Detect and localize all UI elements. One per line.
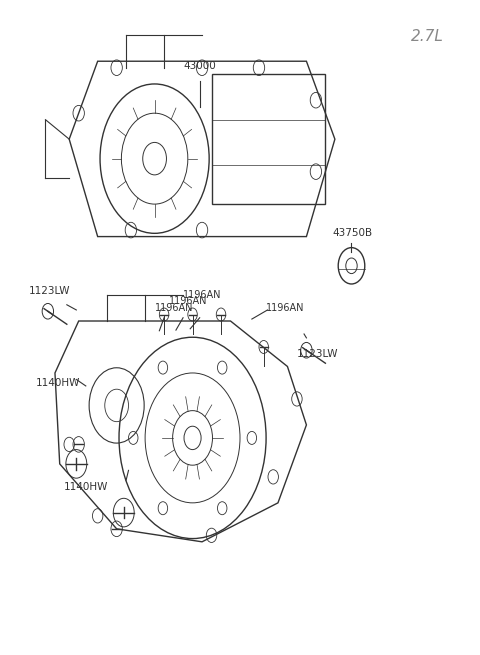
- Text: 1196AN: 1196AN: [155, 303, 193, 313]
- Text: 43000: 43000: [183, 61, 216, 71]
- Text: 1140HW: 1140HW: [64, 482, 108, 492]
- Text: 1196AN: 1196AN: [169, 296, 207, 306]
- Text: 2.7L: 2.7L: [411, 29, 444, 44]
- Text: 1196AN: 1196AN: [183, 290, 222, 299]
- Text: 1196AN: 1196AN: [266, 303, 305, 313]
- Text: 1140HW: 1140HW: [36, 378, 80, 388]
- Text: 43750B: 43750B: [333, 228, 372, 238]
- Text: 1123LW: 1123LW: [29, 286, 71, 296]
- Text: 1123LW: 1123LW: [297, 349, 338, 359]
